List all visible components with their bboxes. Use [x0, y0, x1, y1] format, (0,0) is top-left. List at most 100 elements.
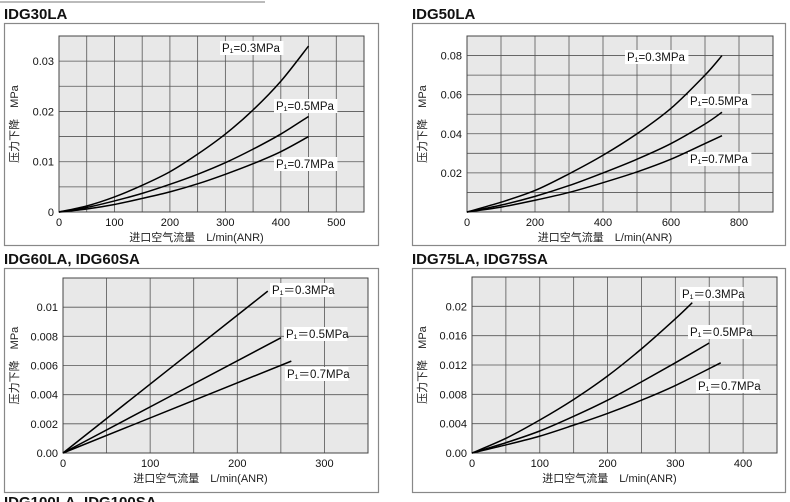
- series-line: [58, 135, 309, 213]
- y-tick-label: 0.02: [33, 106, 54, 118]
- series-line: [58, 45, 310, 213]
- y-tick-label: 0.08: [441, 51, 462, 63]
- plot-area: [59, 36, 364, 212]
- x-axis-label: 进口空气流量 L/min(ANR): [542, 471, 676, 485]
- series-label: P₁＝0.7MPa: [698, 381, 761, 393]
- chart-2: IDG50LA 0 200 400 600 800 0.02 0.04 0.06 0.08 进口空气…: [411, 6, 787, 247]
- series-label-bg: [285, 367, 349, 381]
- chart-4: IDG75LA, IDG75SA 0 100 200 300 400 0.00 0.004 0.…: [411, 251, 787, 494]
- plot-border: [62, 277, 369, 454]
- x-tick-label: 800: [730, 217, 748, 229]
- y-tick-label: 0.02: [441, 168, 462, 180]
- y-tick-label: 0.00: [446, 448, 467, 460]
- y-tick-label: 0.016: [439, 331, 467, 343]
- chart-title: IDG60LA, IDG60SA: [4, 251, 140, 268]
- x-tick-label: 100: [141, 458, 159, 470]
- series-line: [58, 115, 309, 213]
- series-label-bg: [696, 379, 760, 393]
- series-label: P₁＝0.7MPa: [287, 369, 350, 381]
- series-label-bg: [680, 287, 744, 301]
- chart-3: IDG60LA, IDG60SA 0 100 200 300 0.00 0.002 0.004…: [3, 251, 380, 494]
- series-label-bg: [274, 157, 338, 171]
- x-tick-label: 200: [598, 458, 616, 470]
- series-label: P₁=0.5MPa: [690, 96, 749, 108]
- x-tick-label: 300: [666, 458, 684, 470]
- y-tick-label: 0.04: [441, 129, 462, 141]
- series-label: P₁＝0.5MPa: [286, 329, 349, 341]
- series-line: [471, 342, 710, 454]
- x-tick-label: 0: [464, 217, 470, 229]
- series-line: [62, 290, 269, 454]
- y-tick-label: 0.008: [439, 389, 467, 401]
- chart-title: IDG50LA: [412, 6, 476, 23]
- plot-area: [467, 36, 773, 212]
- plot-border: [471, 276, 778, 454]
- chart-title: IDG30LA: [4, 6, 68, 23]
- x-tick-label: 100: [105, 217, 123, 229]
- y-tick-label: 0.01: [37, 302, 58, 314]
- y-axis-label: 压力下降 MPa: [7, 326, 21, 404]
- series-label-bg: [284, 327, 348, 341]
- y-tick-label: 0.012: [439, 360, 467, 372]
- x-tick-label: 200: [161, 217, 179, 229]
- series-label: P₁=0.7MPa: [690, 154, 749, 166]
- series-label-bg: [688, 325, 752, 339]
- x-tick-label: 300: [315, 458, 333, 470]
- y-tick-label: 0.004: [439, 419, 467, 431]
- x-tick-label: 400: [594, 217, 612, 229]
- x-tick-label: 300: [216, 217, 234, 229]
- y-tick-label: 0.008: [30, 331, 58, 343]
- series-line: [471, 302, 693, 454]
- y-tick-label: 0.02: [446, 301, 467, 313]
- chart-1: IDG30LA 0 100 200 300 400 500 0 0.01 0.02 0.03 进口空气…: [3, 6, 380, 247]
- series-label: P₁=0.7MPa: [276, 159, 335, 171]
- series-line: [62, 337, 282, 454]
- next-section-title: IDG100LA, IDG100SA: [4, 494, 157, 502]
- y-axis-label: 压力下降 MPa: [415, 84, 429, 162]
- y-axis-label: 压力下降 MPa: [7, 84, 21, 162]
- y-tick-label: 0.06: [441, 90, 462, 102]
- y-tick-label: 0.01: [33, 157, 54, 169]
- series-label-bg: [220, 41, 284, 55]
- series-line: [466, 55, 723, 213]
- y-axis-label: 压力下降 MPa: [415, 325, 429, 403]
- x-axis-label: 进口空气流量 L/min(ANR): [133, 471, 267, 485]
- x-tick-label: 0: [469, 458, 475, 470]
- series-label-bg: [688, 94, 752, 108]
- x-axis-label: 进口空气流量 L/min(ANR): [129, 230, 263, 244]
- x-tick-label: 500: [327, 217, 345, 229]
- x-tick-label: 400: [272, 217, 290, 229]
- series-label: P₁＝0.5MPa: [690, 327, 753, 339]
- series-label-bg: [688, 152, 752, 166]
- series-line: [471, 362, 722, 454]
- x-tick-label: 200: [228, 458, 246, 470]
- plot-border: [58, 35, 365, 213]
- y-tick-label: 0.006: [30, 361, 58, 373]
- x-tick-label: 400: [734, 458, 752, 470]
- series-label-bg: [270, 283, 334, 297]
- series-label-bg: [274, 99, 338, 113]
- x-tick-label: 200: [526, 217, 544, 229]
- y-tick-label: 0.00: [37, 448, 58, 460]
- series-label: P₁＝0.3MPa: [682, 289, 745, 301]
- plot-border: [466, 35, 774, 213]
- x-tick-label: 100: [531, 458, 549, 470]
- series-label: P₁=0.5MPa: [276, 101, 335, 113]
- y-tick-label: 0: [48, 207, 54, 219]
- y-tick-label: 0.03: [33, 56, 54, 68]
- series-line: [62, 360, 292, 454]
- y-tick-label: 0.004: [30, 390, 58, 402]
- x-axis-label: 进口空气流量 L/min(ANR): [538, 230, 672, 244]
- series-label: P₁=0.3MPa: [627, 52, 686, 64]
- series-label: P₁=0.3MPa: [222, 43, 281, 55]
- x-tick-label: 0: [56, 217, 62, 229]
- y-tick-label: 0.002: [30, 419, 58, 431]
- series-label: P₁＝0.3MPa: [272, 285, 335, 297]
- x-tick-label: 0: [60, 458, 66, 470]
- series-line: [466, 135, 723, 213]
- series-label-bg: [625, 50, 689, 64]
- chart-title: IDG75LA, IDG75SA: [412, 251, 548, 268]
- series-line: [466, 111, 723, 213]
- x-tick-label: 600: [662, 217, 680, 229]
